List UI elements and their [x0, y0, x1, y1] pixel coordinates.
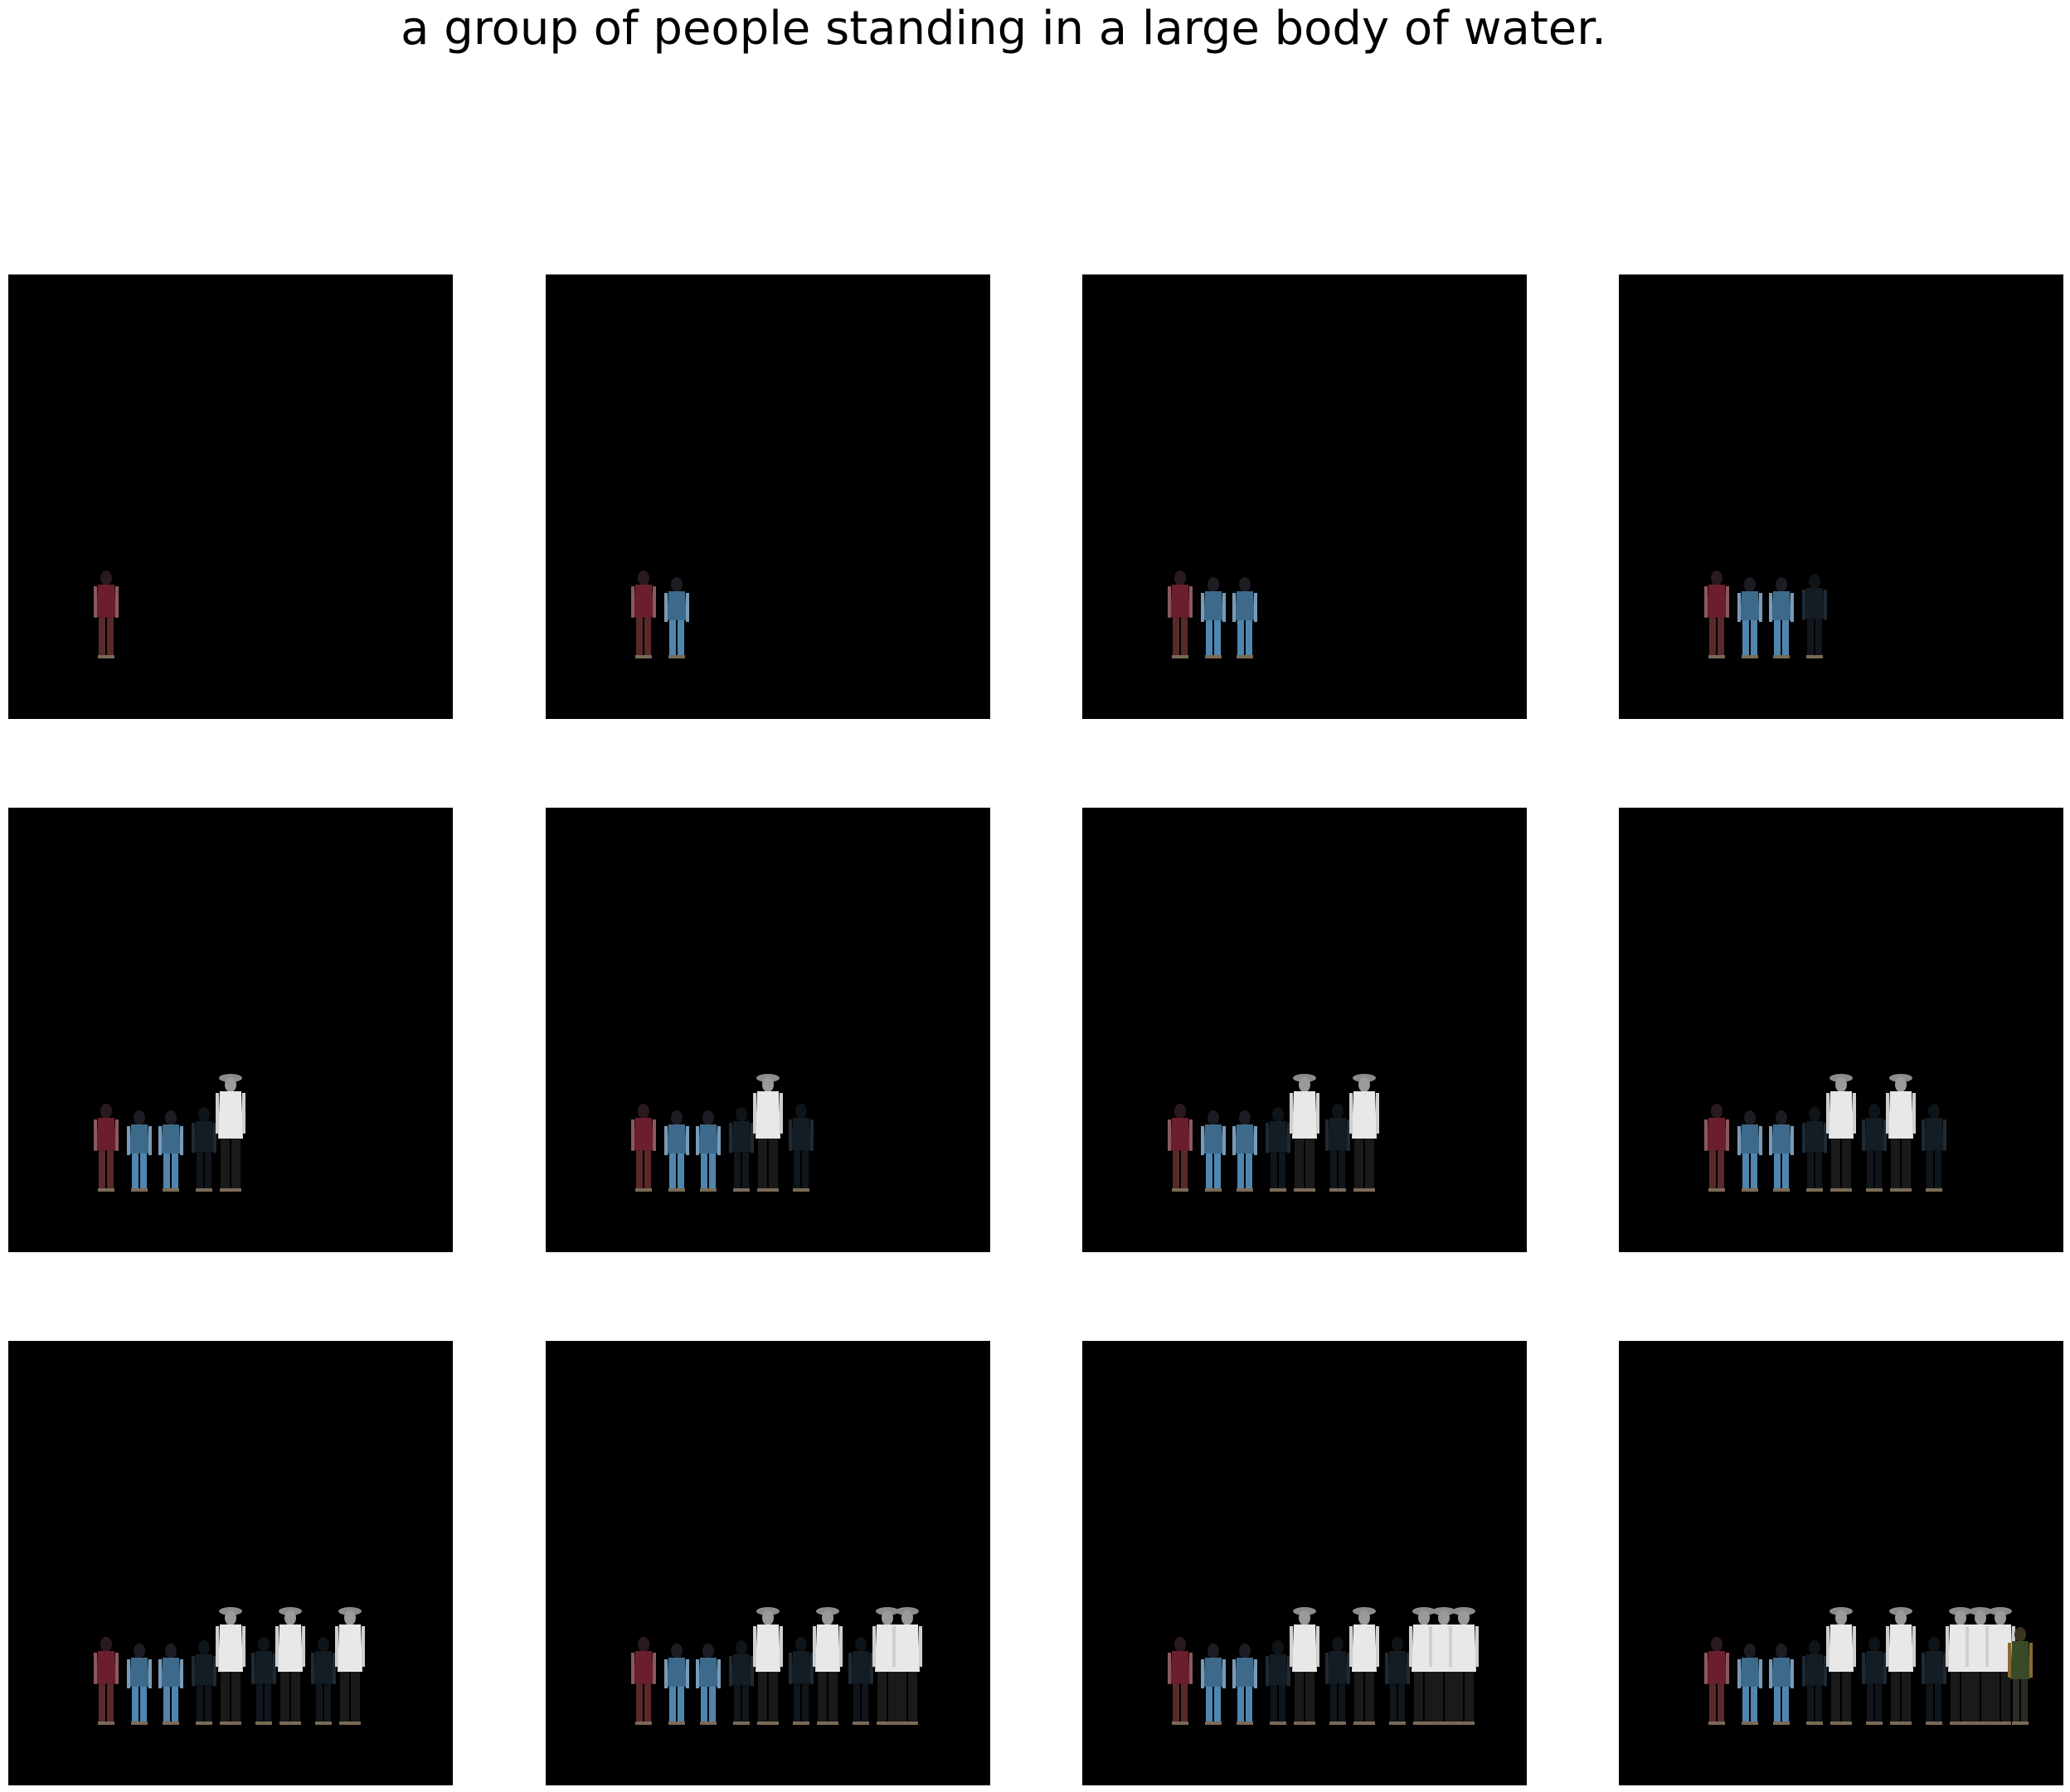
person-figure — [631, 1637, 656, 1725]
person-figure — [1290, 1607, 1319, 1725]
person-figure — [1704, 1637, 1729, 1725]
person-figure — [1769, 1110, 1794, 1192]
people-segmentation — [94, 1074, 245, 1192]
person-figure — [1449, 1607, 1479, 1725]
image-panel — [1619, 1341, 2063, 1785]
person-figure — [1266, 1640, 1290, 1725]
image-panel — [1619, 808, 2063, 1252]
person-figure — [1802, 1640, 1827, 1725]
person-figure — [1349, 1074, 1379, 1192]
person-figure — [631, 1104, 656, 1192]
person-figure — [1168, 571, 1193, 658]
people-segmentation — [94, 1607, 365, 1725]
person-figure — [1201, 577, 1226, 658]
person-figure — [275, 1607, 305, 1725]
person-figure — [1266, 1107, 1290, 1192]
person-figure — [664, 1110, 689, 1192]
person-figure — [192, 1640, 216, 1725]
person-figure — [696, 1644, 721, 1725]
people-segmentation — [1168, 1607, 1479, 1725]
person-figure — [1704, 1104, 1729, 1192]
person-figure — [1737, 1110, 1762, 1192]
person-figure — [664, 577, 689, 658]
person-figure — [789, 1104, 814, 1192]
person-figure — [892, 1607, 922, 1725]
person-figure — [789, 1637, 814, 1725]
person-figure — [1201, 1110, 1226, 1192]
people-segmentation — [1704, 1607, 2033, 1725]
person-figure — [216, 1607, 245, 1725]
person-figure — [696, 1110, 721, 1192]
person-figure — [1985, 1607, 2015, 1725]
person-figure — [1886, 1607, 1916, 1725]
person-figure — [158, 1110, 183, 1192]
person-figure — [1802, 574, 1827, 658]
person-figure — [1802, 1107, 1827, 1192]
person-figure — [813, 1607, 843, 1725]
image-panel — [546, 274, 990, 719]
image-panel — [546, 1341, 990, 1785]
person-figure — [1922, 1104, 1946, 1192]
person-figure — [1737, 1644, 1762, 1725]
person-figure — [1862, 1104, 1887, 1192]
person-figure — [1168, 1104, 1193, 1192]
person-figure — [1325, 1104, 1350, 1192]
person-figure — [94, 1637, 119, 1725]
person-figure — [729, 1107, 754, 1192]
person-figure — [664, 1644, 689, 1725]
image-panel — [1619, 274, 2063, 719]
image-panel — [8, 274, 453, 719]
image-panel — [1082, 808, 1527, 1252]
image-panel — [8, 1341, 453, 1785]
person-figure — [158, 1644, 183, 1725]
image-panel — [1082, 1341, 1527, 1785]
people-segmentation — [94, 571, 119, 658]
person-figure — [94, 571, 119, 658]
person-figure — [1826, 1074, 1856, 1192]
person-figure — [1232, 577, 1257, 658]
figure-title: a group of people standing in a large bo… — [401, 2, 1606, 56]
people-segmentation — [631, 1607, 922, 1725]
person-figure — [1168, 1637, 1193, 1725]
person-figure — [753, 1607, 783, 1725]
people-segmentation — [631, 1074, 814, 1192]
person-figure — [216, 1074, 245, 1192]
image-panel — [546, 808, 990, 1252]
person-figure — [1862, 1637, 1887, 1725]
person-figure — [1290, 1074, 1319, 1192]
person-figure — [1886, 1074, 1916, 1192]
person-figure — [335, 1607, 365, 1725]
person-figure — [127, 1110, 152, 1192]
person-figure — [1922, 1637, 1946, 1725]
person-figure — [1769, 577, 1794, 658]
person-figure — [1385, 1637, 1410, 1725]
person-figure — [1325, 1637, 1350, 1725]
people-segmentation — [1704, 571, 1827, 658]
person-figure — [1349, 1607, 1379, 1725]
person-figure — [1737, 577, 1762, 658]
person-figure — [753, 1074, 783, 1192]
people-segmentation — [1168, 571, 1257, 658]
image-panel — [1082, 274, 1527, 719]
people-segmentation — [631, 571, 689, 658]
person-figure — [251, 1637, 276, 1725]
person-figure — [94, 1104, 119, 1192]
people-segmentation — [1168, 1074, 1379, 1192]
person-figure — [311, 1637, 336, 1725]
people-segmentation — [1704, 1074, 1946, 1192]
person-figure — [1232, 1644, 1257, 1725]
person-figure — [1201, 1644, 1226, 1725]
person-figure — [1704, 571, 1729, 658]
person-figure — [1769, 1644, 1794, 1725]
image-panel — [8, 808, 453, 1252]
person-figure — [631, 571, 656, 658]
person-figure — [1232, 1110, 1257, 1192]
person-figure — [192, 1107, 216, 1192]
person-figure — [1826, 1607, 1856, 1725]
person-figure — [127, 1644, 152, 1725]
person-figure — [848, 1637, 873, 1725]
person-figure — [2008, 1627, 2033, 1725]
person-figure — [729, 1640, 754, 1725]
